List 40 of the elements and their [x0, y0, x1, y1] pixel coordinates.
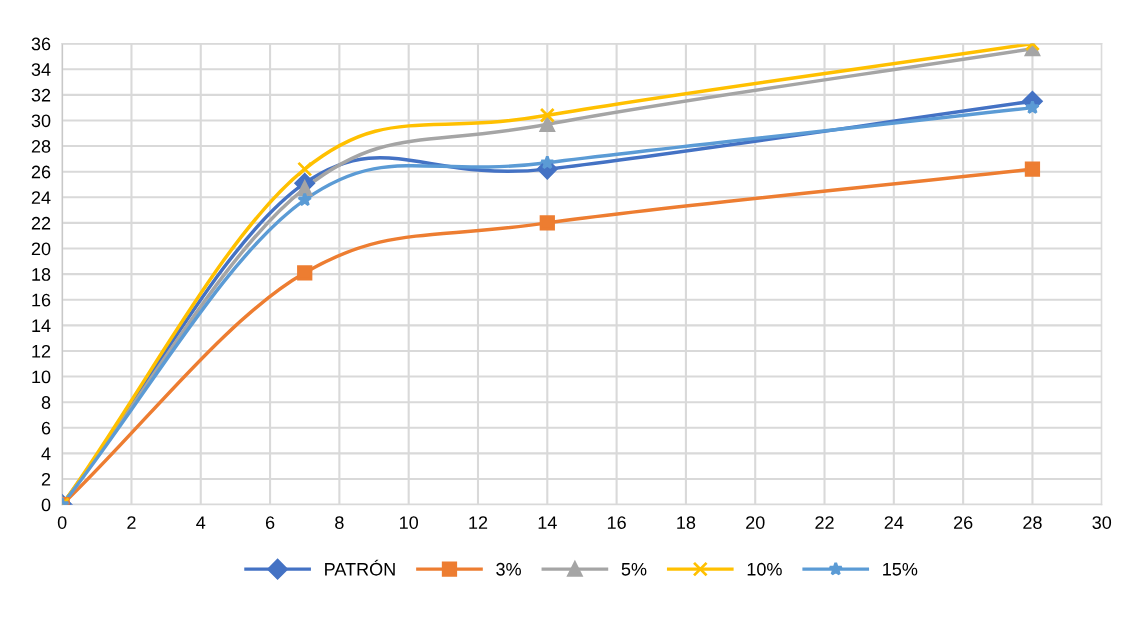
x-tick-label: 10: [400, 516, 419, 529]
x-tick-label: 16: [607, 516, 626, 529]
y-tick-label: 24: [31, 191, 51, 204]
legend-label: 10%: [747, 562, 782, 576]
y-tick-label: 14: [32, 319, 51, 332]
x-tick-label: 28: [1023, 516, 1042, 529]
x-tick-label: 12: [469, 516, 488, 529]
y-tick-label: 36: [31, 37, 51, 51]
x-tick-label: 20: [746, 516, 765, 529]
x-tick-label: 18: [677, 516, 696, 529]
y-tick-label: 18: [32, 268, 51, 281]
x-tick-label: 2: [127, 516, 136, 529]
y-tick-label: 32: [31, 88, 51, 102]
x-tick-label: 24: [884, 516, 904, 529]
y-tick-label: 6: [41, 421, 51, 435]
legend-label: 5%: [621, 562, 647, 576]
y-tick-label: 20: [31, 242, 51, 256]
y-tick-label: 34: [31, 63, 51, 76]
y-tick-label: 28: [31, 139, 51, 153]
y-tick-label: 12: [32, 344, 51, 358]
legend-label: 15%: [883, 562, 918, 576]
x-tick-label: 0: [57, 516, 67, 529]
legend-label: PATRÓN: [325, 559, 395, 576]
y-tick-label: 16: [32, 293, 51, 307]
legend-label: 3%: [496, 562, 521, 576]
x-tick-label: 8: [335, 516, 344, 529]
y-tick-label: 26: [31, 165, 51, 179]
x-tick-label: 6: [265, 516, 275, 529]
y-tick-label: 22: [31, 216, 51, 230]
y-tick-label: 2: [41, 472, 51, 486]
x-tick-label: 22: [815, 516, 834, 529]
y-tick-label: 10: [32, 370, 51, 384]
y-tick-label: 30: [31, 114, 51, 128]
y-tick-label: 4: [41, 447, 51, 460]
y-tick-label: 0: [41, 498, 51, 512]
x-tick-label: 26: [954, 516, 973, 529]
x-tick-label: 4: [196, 516, 206, 529]
x-tick-label: 14: [538, 516, 557, 529]
y-tick-label: 8: [41, 396, 51, 409]
x-tick-label: 30: [1092, 516, 1112, 529]
